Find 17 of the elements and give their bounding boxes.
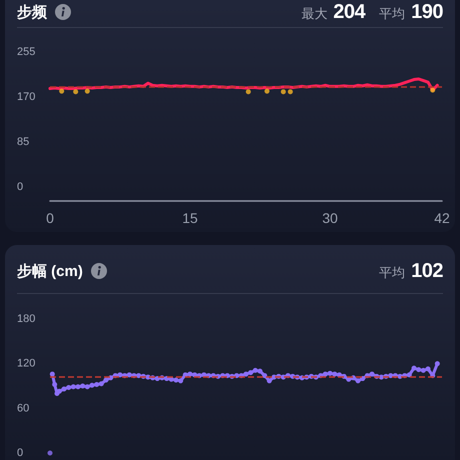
y-tick-label: 180 [17, 313, 36, 325]
y-tick-label: 120 [17, 358, 36, 370]
y-tick-label: 255 [17, 46, 36, 58]
x-tick-label: 30 [322, 210, 338, 226]
chart-title: 步幅 (cm) [17, 262, 83, 280]
text: 平均 102 [379, 260, 443, 282]
text: 最大 204 [301, 0, 366, 24]
y-tick-label: 85 [17, 136, 30, 148]
x-tick-label: 15 [182, 210, 198, 226]
y-tick-label: 170 [17, 91, 36, 103]
x-tick-label: 42 [434, 210, 450, 226]
y-tick-label: 0 [17, 447, 24, 459]
text: 平均 190 [379, 0, 443, 24]
chart-title: 步频 [17, 2, 47, 22]
y-tick-label: 0 [17, 181, 24, 193]
y-tick-label: 60 [17, 402, 30, 414]
x-tick-label: 0 [46, 210, 54, 226]
